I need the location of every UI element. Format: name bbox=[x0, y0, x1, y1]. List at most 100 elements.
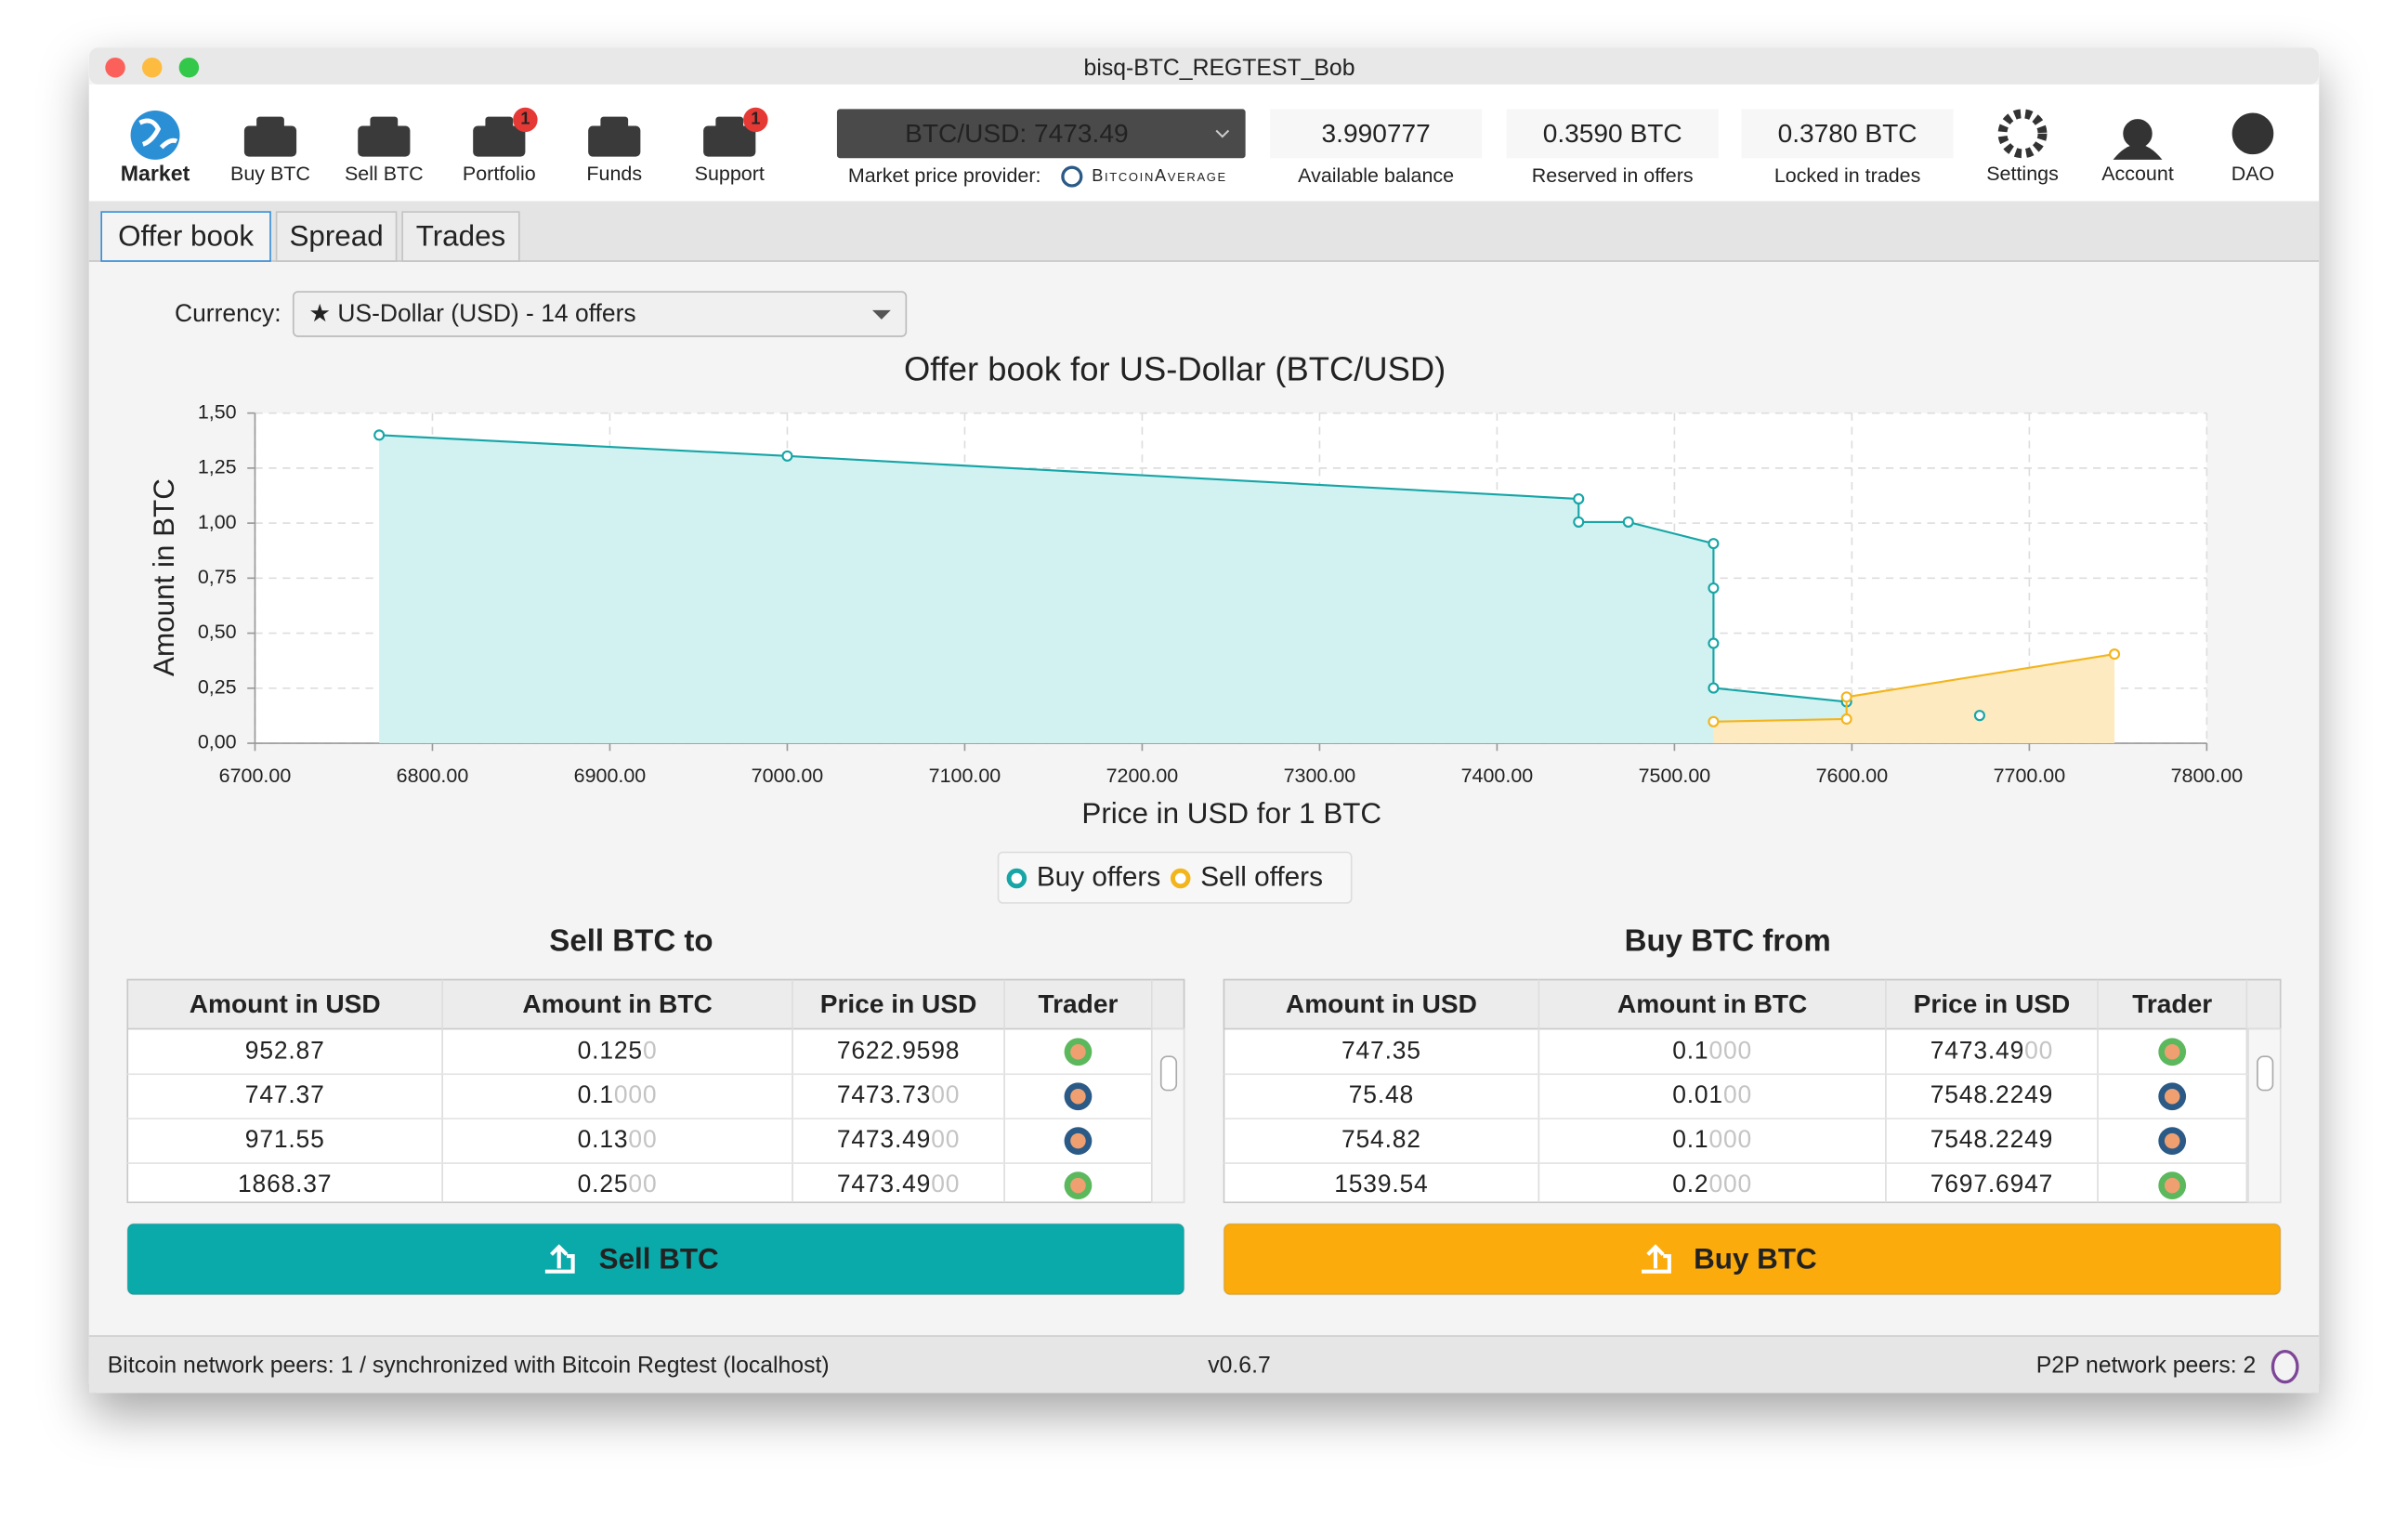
minimize-button[interactable] bbox=[141, 57, 163, 78]
button-icon bbox=[1642, 1244, 1671, 1274]
x-tick-label: 6700.00 bbox=[219, 765, 292, 787]
nav-icon bbox=[1997, 109, 2048, 159]
y-tick-label: 1,00 bbox=[198, 511, 237, 533]
scrollbar bbox=[2247, 1027, 2282, 1204]
tab[interactable] bbox=[100, 211, 271, 262]
table-cell: 7548.2249 bbox=[1930, 1080, 2053, 1108]
scroll-thumb bbox=[1159, 1055, 1178, 1092]
trader-icon-face bbox=[1070, 1088, 1086, 1105]
nav-icon bbox=[600, 116, 629, 129]
x-axis-label: Price in USD for 1 BTC bbox=[1081, 797, 1381, 830]
tab[interactable] bbox=[401, 211, 520, 262]
status-right: P2P network peers: 2 bbox=[2036, 1354, 2256, 1379]
cell-padding: 00 bbox=[2024, 1036, 2053, 1064]
title-bar bbox=[88, 47, 2320, 85]
balance-value: 0.3780 BTC bbox=[1778, 119, 1917, 148]
nav-label[interactable]: Account bbox=[2101, 163, 2174, 185]
table-cell: 0.1000 bbox=[1672, 1036, 1752, 1064]
close-button[interactable] bbox=[105, 57, 125, 78]
scroll-thumb bbox=[2257, 1055, 2274, 1092]
data-point bbox=[2109, 648, 2121, 661]
data-point bbox=[1840, 713, 1852, 726]
legend-label: Sell offers bbox=[1200, 861, 1323, 892]
chart-title: Offer book for US-Dollar (BTC/USD) bbox=[904, 350, 1446, 388]
tab[interactable] bbox=[275, 211, 398, 262]
cell-value: 0.1 bbox=[1672, 1036, 1708, 1064]
badge-count: 1 bbox=[751, 110, 760, 128]
balance-box bbox=[1506, 109, 1719, 159]
cell-padding: 0 bbox=[643, 1036, 658, 1064]
data-point bbox=[1708, 538, 1720, 550]
table-cell: 1539.54 bbox=[1334, 1170, 1428, 1197]
currency-select[interactable] bbox=[292, 291, 908, 337]
nav-label[interactable]: Settings bbox=[1986, 163, 2059, 185]
tab-label[interactable]: Spread bbox=[289, 220, 383, 253]
x-tick-label: 6800.00 bbox=[397, 765, 469, 787]
currency-value[interactable]: ★ US-Dollar (USD) - 14 offers bbox=[308, 299, 635, 327]
data-point bbox=[1973, 710, 1985, 722]
y-tick-label: 0,75 bbox=[198, 566, 237, 588]
trader-icon-face bbox=[1070, 1044, 1086, 1060]
balance-value: 0.3590 BTC bbox=[1543, 119, 1682, 148]
cell-padding: 00 bbox=[628, 1125, 657, 1153]
y-axis-label: Amount in BTC bbox=[148, 478, 180, 676]
column-header: Amount in BTC bbox=[1617, 989, 1807, 1018]
nav-label[interactable]: Support bbox=[695, 163, 765, 185]
tab-label[interactable]: Offer book bbox=[118, 220, 254, 253]
nav-label[interactable]: Portfolio bbox=[463, 163, 536, 185]
nav-label[interactable]: Market bbox=[121, 162, 190, 186]
button-label[interactable]: Buy BTC bbox=[1694, 1242, 1817, 1275]
select-arrow bbox=[871, 309, 891, 320]
balance-value: 3.990777 bbox=[1322, 119, 1431, 148]
column-header: Price in USD bbox=[820, 989, 977, 1018]
data-point bbox=[1708, 715, 1720, 727]
legend-marker bbox=[1006, 868, 1027, 889]
price-box[interactable] bbox=[836, 109, 1246, 159]
nav-icon bbox=[243, 125, 297, 157]
x-tick-label: 7600.00 bbox=[1816, 765, 1889, 787]
provider-logo bbox=[1061, 165, 1083, 188]
nav-icon bbox=[370, 116, 399, 129]
data-point bbox=[1573, 516, 1585, 528]
balance-label: Available balance bbox=[1298, 164, 1454, 187]
nav-label[interactable]: DAO bbox=[2231, 163, 2275, 185]
column-header: Amount in BTC bbox=[522, 989, 712, 1018]
table-cell: 75.48 bbox=[1349, 1080, 1414, 1108]
tab-label[interactable]: Trades bbox=[416, 220, 506, 253]
table-cell: 754.82 bbox=[1341, 1125, 1421, 1153]
status-version: v0.6.7 bbox=[1208, 1354, 1271, 1379]
cell-value: 7473.49 bbox=[837, 1170, 931, 1197]
currency-label: Currency: bbox=[175, 299, 281, 327]
nav-label[interactable]: Funds bbox=[586, 163, 642, 185]
table-cell: 747.35 bbox=[1341, 1036, 1421, 1064]
action-button[interactable] bbox=[126, 1223, 1185, 1296]
legend-label: Buy offers bbox=[1037, 861, 1160, 892]
y-tick-label: 0,25 bbox=[198, 675, 237, 698]
trader-icon-face bbox=[1070, 1177, 1086, 1194]
x-tick-label: 7200.00 bbox=[1106, 765, 1179, 787]
balance-label: Reserved in offers bbox=[1532, 164, 1694, 187]
area-line bbox=[379, 434, 1847, 703]
area-line bbox=[1713, 653, 2115, 723]
table-cell: 1868.37 bbox=[238, 1170, 332, 1197]
trader-icon-face bbox=[2164, 1044, 2180, 1060]
action-button[interactable] bbox=[1223, 1223, 2282, 1296]
zoom-button[interactable] bbox=[178, 57, 200, 78]
nav-label[interactable]: Buy BTC bbox=[230, 163, 310, 185]
market-icon bbox=[138, 118, 178, 150]
x-tick-label: 7100.00 bbox=[929, 765, 1001, 787]
cell-value: 0.1 bbox=[1672, 1125, 1708, 1153]
price-provider-label: Market price provider: bbox=[848, 164, 1041, 187]
button-label[interactable]: Sell BTC bbox=[599, 1242, 719, 1275]
cell-value: 0.1 bbox=[578, 1080, 614, 1108]
nav-icon bbox=[715, 116, 744, 129]
nav-label[interactable]: Sell BTC bbox=[345, 163, 424, 185]
table-cell: 7622.9598 bbox=[837, 1036, 960, 1064]
table-cell: 747.37 bbox=[245, 1080, 325, 1108]
balance-box bbox=[1270, 109, 1483, 159]
table-cell: 7473.4900 bbox=[1930, 1036, 2053, 1064]
x-tick-label: 7500.00 bbox=[1639, 765, 1711, 787]
column-header: Amount in USD bbox=[1286, 989, 1477, 1018]
data-point bbox=[373, 429, 386, 441]
